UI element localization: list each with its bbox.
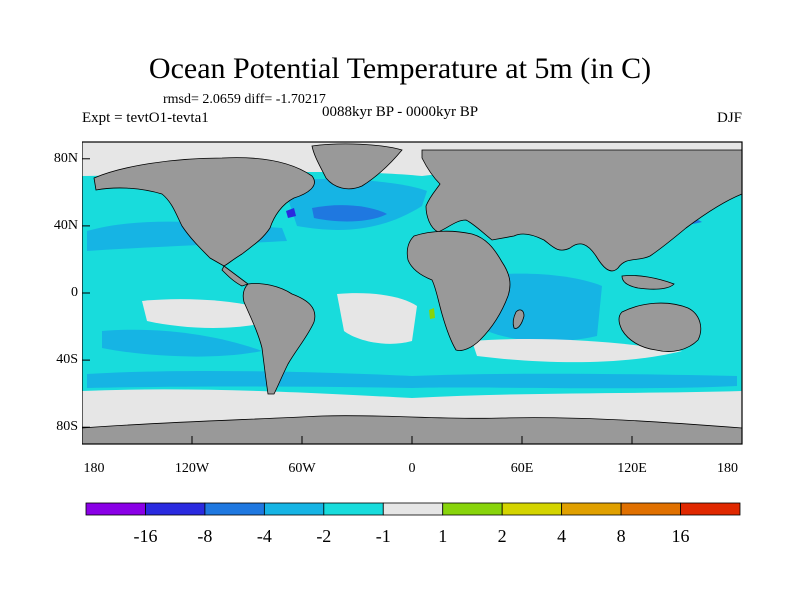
madagascar-land (512, 309, 525, 329)
legend-box (204, 502, 265, 516)
southern-ocean-cool-band (87, 370, 737, 389)
legend-box (501, 502, 563, 516)
legend-box (145, 502, 206, 516)
australia-land (618, 302, 702, 352)
north-america-land (93, 157, 315, 267)
x-tick-label: 120E (617, 461, 647, 476)
legend-label: -8 (197, 526, 212, 546)
y-tick-label: 80S (56, 419, 78, 435)
y-tick-label: 0 (71, 285, 78, 300)
x-tick-label: 60W (288, 461, 316, 476)
north-atlantic-cold-core (312, 205, 387, 222)
legend-box (561, 502, 622, 516)
legend-label: 8 (617, 526, 626, 546)
x-tick-label: 0 (409, 461, 416, 476)
legend-box (85, 502, 146, 516)
legend-box (263, 502, 325, 516)
legend-label: 1 (438, 526, 447, 546)
x-tick-label: 180 (84, 461, 105, 476)
world-map: 180 120W 60W 0 60E 120E 180 (82, 141, 743, 476)
stats-label: rmsd= 2.0659 diff= -1.70217 (163, 92, 326, 107)
legend-labels: -16 -8 -4 -2 -1 1 2 4 8 16 (133, 526, 689, 546)
land-masses (82, 143, 743, 445)
legend-box (680, 502, 741, 516)
legend-label: -2 (316, 526, 331, 546)
warm-spot-anomaly (429, 308, 435, 319)
x-tick-label: 60E (511, 461, 534, 476)
legend-boxes (85, 502, 741, 516)
central-america-land (221, 265, 249, 287)
latitude-ticks (82, 158, 90, 428)
season-label: DJF (716, 110, 742, 126)
legend-box (620, 502, 681, 516)
south-pacific-cool-zone (102, 329, 262, 357)
legend-label: -4 (257, 526, 272, 546)
map-title: Ocean Potential Temperature at 5m (in C) (148, 52, 652, 85)
gulf-stream-anomaly (286, 208, 296, 218)
period-label: 0088kyr BP - 0000kyr BP (322, 104, 479, 120)
legend-label: 4 (557, 526, 566, 546)
y-tick-label: 40S (56, 352, 78, 368)
y-tick-label: 40N (53, 217, 78, 233)
y-tick-label: 80N (53, 150, 78, 166)
south-atlantic-neutral-zone (337, 293, 417, 344)
legend-label: -16 (133, 526, 157, 546)
eurasia-land (421, 149, 743, 272)
legend-label: 16 (672, 526, 690, 546)
legend-box (382, 502, 444, 516)
experiment-label: Expt = tevtO1-tevta1 (82, 110, 209, 126)
africa-land (406, 230, 511, 351)
legend-box (323, 502, 384, 516)
legend-box (442, 502, 503, 516)
indian-ocean-cool-zone (482, 273, 602, 342)
greenland-land (311, 143, 403, 190)
x-tick-label: 180 (717, 461, 738, 476)
south-america-land (242, 283, 316, 395)
x-tick-label: 120W (175, 461, 210, 476)
color-legend: -16 -8 -4 -2 -1 1 2 4 8 16 (85, 502, 741, 546)
longitude-ticks: 180 120W 60W 0 60E 120E 180 (82, 436, 743, 476)
south-indian-neutral-zone (472, 339, 682, 363)
maritime-continent-land (621, 275, 675, 290)
legend-label: -1 (376, 526, 391, 546)
antarctica-land (82, 415, 743, 445)
legend-label: 2 (498, 526, 507, 546)
